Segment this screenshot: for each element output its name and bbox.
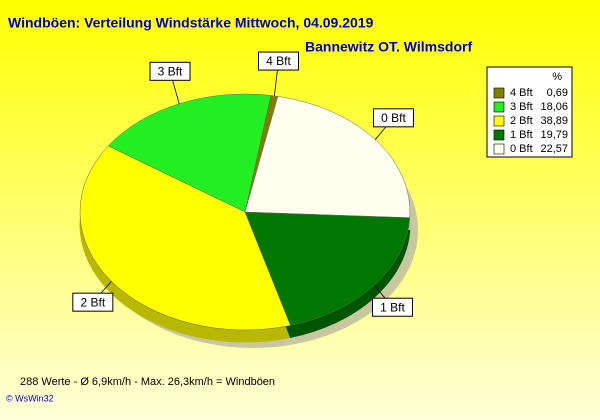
label-box xyxy=(149,61,191,81)
footer: 288 Werte - Ø 6,9km/h - Max. 26,3km/h = … xyxy=(20,376,275,388)
legend-value: 0,69 xyxy=(547,87,568,99)
label-box xyxy=(257,51,299,71)
legend-value: 19,79 xyxy=(540,129,568,141)
legend-swatch xyxy=(493,87,505,99)
legend-label: 1 Bft xyxy=(510,129,533,141)
legend-label: 3 Bft xyxy=(510,101,533,113)
legend-swatch xyxy=(493,129,505,141)
slice-label: 0 Bft xyxy=(381,111,406,125)
slice-label: 4 Bft xyxy=(266,54,291,68)
label-box xyxy=(72,292,114,312)
chart-title: Windböen: Verteilung Windstärke Mittwoch… xyxy=(8,15,374,31)
label-box xyxy=(371,297,413,317)
legend-label: 4 Bft xyxy=(510,87,533,99)
chart-subtitle: Bannewitz OT. Wilmsdorf xyxy=(305,39,472,55)
legend-swatch xyxy=(493,101,505,113)
slice-label: 2 Bft xyxy=(80,295,105,309)
legend-swatch xyxy=(493,143,505,155)
slice-label: 3 Bft xyxy=(158,64,183,78)
legend-value: 18,06 xyxy=(540,101,568,113)
legend-value: 22,57 xyxy=(540,143,568,155)
pie: 4 Bft 3 Bft 2 Bft 1 Bft 0 Bft xyxy=(72,51,418,348)
legend-title: % xyxy=(552,71,562,83)
legend-swatch xyxy=(493,115,505,127)
slice-label: 1 Bft xyxy=(380,300,405,314)
legend-value: 38,89 xyxy=(540,115,568,127)
label-box xyxy=(372,108,414,128)
credit: © WsWin32 xyxy=(6,393,54,403)
legend-label: 2 Bft xyxy=(510,115,533,127)
legend-label: 0 Bft xyxy=(510,143,533,155)
